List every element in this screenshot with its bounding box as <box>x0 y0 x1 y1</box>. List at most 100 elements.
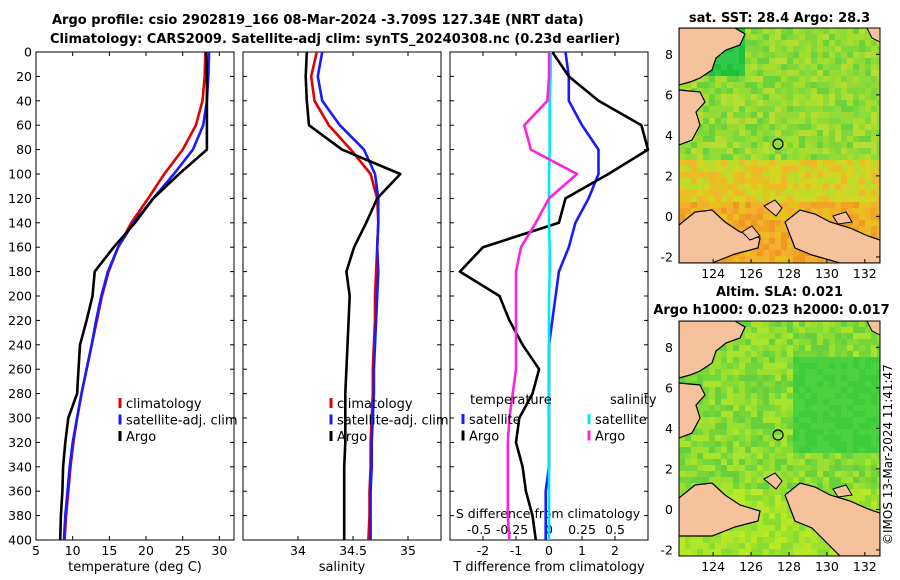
heatmap-cell <box>697 549 704 556</box>
heatmap-cell <box>877 411 880 418</box>
heatmap-cell <box>751 40 758 47</box>
heatmap-cell <box>781 106 788 113</box>
heatmap-cell <box>745 441 752 448</box>
heatmap-cell <box>799 531 806 538</box>
heatmap-cell <box>745 381 752 388</box>
heatmap-cell <box>769 256 776 263</box>
heatmap-cell <box>859 429 866 436</box>
heatmap-cell <box>769 154 776 161</box>
heatmap-cell <box>799 393 806 400</box>
heatmap-cell <box>697 381 704 388</box>
x-tick-label: 126 <box>739 266 763 281</box>
y-tick-label: 2 <box>665 461 673 476</box>
heatmap-cell <box>727 399 734 406</box>
temperature-line-argo <box>58 51 209 541</box>
heatmap-cell <box>757 154 764 161</box>
heatmap-cell <box>829 399 836 406</box>
heatmap-cell <box>763 513 770 520</box>
heatmap-cell <box>871 417 878 424</box>
land-mass <box>866 321 880 336</box>
heatmap-cell <box>727 417 734 424</box>
heatmap-cell <box>745 250 752 257</box>
heatmap-cell <box>739 333 746 340</box>
heatmap-cell <box>793 369 800 376</box>
heatmap-cell <box>841 405 848 412</box>
heatmap-cell <box>691 549 698 556</box>
heatmap-cell <box>847 220 854 227</box>
heatmap-cell <box>685 202 692 209</box>
heatmap-cell <box>811 417 818 424</box>
heatmap-cell <box>805 202 812 209</box>
heatmap-cell <box>739 100 746 107</box>
heatmap-cell <box>817 459 824 466</box>
heatmap-cell <box>787 64 794 71</box>
heatmap-cell <box>745 447 752 454</box>
heatmap-cell <box>787 202 794 209</box>
heatmap-cell <box>775 166 782 173</box>
heatmap-cell <box>865 447 872 454</box>
x-tick-label: 34.5 <box>339 543 367 558</box>
heatmap-cell <box>841 387 848 394</box>
heatmap-cell <box>739 345 746 352</box>
heatmap-cell <box>817 178 824 185</box>
temperature-panel: 0204060801001201401601802002202402602803… <box>8 45 237 576</box>
heatmap-cell <box>715 160 722 167</box>
heatmap-cell <box>775 423 782 430</box>
heatmap-cell <box>775 190 782 197</box>
heatmap-cell <box>703 100 710 107</box>
heatmap-cell <box>769 148 776 155</box>
heatmap-cell <box>745 34 752 41</box>
heatmap-cell <box>733 178 740 185</box>
heatmap-cell <box>781 393 788 400</box>
heatmap-cell <box>769 429 776 436</box>
heatmap-cell <box>685 441 692 448</box>
heatmap-cell <box>835 124 842 131</box>
heatmap-cell <box>859 471 866 478</box>
heatmap-cell <box>775 543 782 550</box>
heatmap-cell <box>751 429 758 436</box>
heatmap-cell <box>817 465 824 472</box>
heatmap-cell <box>739 543 746 550</box>
heatmap-cell <box>835 483 842 490</box>
heatmap-cell <box>811 465 818 472</box>
heatmap-cell <box>727 369 734 376</box>
heatmap-cell <box>871 40 878 47</box>
land-mass <box>679 382 706 439</box>
heatmap-cell <box>721 76 728 83</box>
heatmap-cell <box>769 172 776 179</box>
heatmap-cell <box>715 357 722 364</box>
heatmap-cell <box>757 226 764 233</box>
heatmap-cell <box>763 64 770 71</box>
x-tick-label: 124 <box>701 559 725 574</box>
heatmap-cell <box>793 250 800 257</box>
heatmap-cell <box>751 477 758 484</box>
heatmap-cell <box>787 196 794 203</box>
heatmap-cell <box>877 166 880 173</box>
heatmap-cell <box>709 537 716 544</box>
x-tick-label: 10 <box>65 543 81 558</box>
heatmap-cell <box>733 208 740 215</box>
x-tick-label: 132 <box>853 266 877 281</box>
heatmap-cell <box>733 172 740 179</box>
heatmap-cell <box>823 423 830 430</box>
heatmap-cell <box>769 70 776 77</box>
heatmap-cell <box>763 82 770 89</box>
heatmap-cell <box>781 214 788 221</box>
heatmap-cell <box>679 190 686 197</box>
x-axis-label: temperature (deg C) <box>68 560 202 575</box>
heatmap-cell <box>757 531 764 538</box>
heatmap-cell <box>775 531 782 538</box>
heatmap-cell <box>853 88 860 95</box>
heatmap-cell <box>781 82 788 89</box>
heatmap-cell <box>721 483 728 490</box>
heatmap-cell <box>805 525 812 532</box>
heatmap-cell <box>781 357 788 364</box>
heatmap-cell <box>871 208 878 215</box>
heatmap-cell <box>733 339 740 346</box>
heatmap-cell <box>853 321 860 328</box>
heatmap-cell <box>853 447 860 454</box>
heatmap-cell <box>817 184 824 191</box>
heatmap-cell <box>865 154 872 161</box>
heatmap-cell <box>799 369 806 376</box>
heatmap-cell <box>745 46 752 53</box>
